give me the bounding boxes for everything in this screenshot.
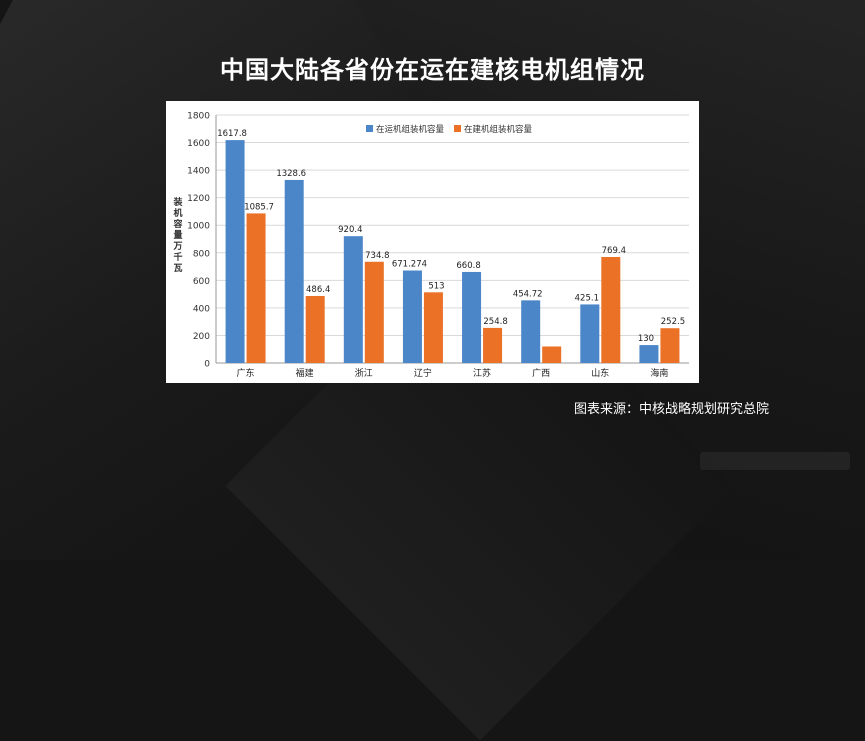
watermark	[700, 452, 850, 470]
chart-card: 0 200 400 600 800 1000 1200 1400 1600 1800 装机容量万千瓦…	[166, 101, 699, 383]
data-label: 254.8	[483, 317, 507, 327]
data-label: 769.4	[602, 246, 626, 256]
legend-label: 在建机组装机容量	[464, 124, 533, 135]
x-tick-label: 江苏	[473, 367, 491, 379]
data-label: 513	[428, 281, 444, 291]
x-tick-label: 辽宁	[414, 367, 432, 379]
x-tick-label: 福建	[296, 367, 314, 379]
bar-operating	[225, 140, 245, 363]
legend-swatch-construction	[454, 125, 461, 132]
bar-operating	[343, 236, 363, 363]
legend-label: 在运机组装机容量	[376, 124, 445, 135]
legend-swatch-operating	[366, 125, 373, 132]
data-label: 486.4	[306, 285, 330, 295]
y-tick-label: 400	[193, 304, 210, 314]
bar-construction	[483, 327, 503, 363]
bar-operating	[580, 304, 600, 363]
y-axis-label-char: 容	[172, 218, 182, 230]
bar-construction	[364, 261, 384, 363]
bar-operating	[402, 270, 422, 363]
data-label: 252.5	[661, 317, 685, 327]
y-tick-label: 600	[193, 277, 210, 287]
bar-chart: 0 200 400 600 800 1000 1200 1400 1600 1800 装机容量万千瓦…	[172, 112, 689, 379]
x-tick-label: 广西	[532, 367, 550, 379]
bar-construction	[542, 346, 562, 363]
data-label: 425.1	[575, 293, 599, 303]
y-tick-label: 0	[204, 360, 210, 370]
data-label: 130	[638, 334, 654, 344]
source-note: 图表来源：中核战略规划研究总院	[574, 402, 770, 417]
bar-construction	[601, 256, 621, 363]
page-title: 中国大陆各省份在运在建核电机组情况	[220, 56, 645, 84]
x-tick-label: 山东	[591, 367, 609, 379]
data-label: 920.4	[338, 225, 362, 235]
y-tick-label: 800	[193, 249, 210, 259]
y-tick-label: 1800	[187, 112, 210, 122]
y-tick-label: 1200	[187, 194, 210, 204]
bar-construction	[423, 292, 443, 363]
data-label: 660.8	[456, 261, 480, 271]
data-label: 1085.7	[244, 202, 274, 212]
data-label: 734.8	[365, 251, 389, 261]
x-tick-label: 广东	[237, 367, 255, 379]
y-tick-label: 200	[193, 332, 210, 342]
x-tick-label: 海南	[650, 367, 668, 379]
y-tick-label: 1000	[187, 222, 210, 232]
y-axis-label-char: 装	[172, 196, 183, 208]
y-axis-label-char: 量	[173, 229, 182, 241]
bar-construction	[246, 213, 266, 363]
data-label: 1328.6	[276, 169, 306, 179]
y-axis-label-char: 千	[173, 251, 182, 263]
y-tick-label: 1400	[187, 167, 210, 177]
y-tick-label: 1600	[187, 139, 210, 149]
x-tick-label: 浙江	[355, 367, 373, 379]
bar-operating	[639, 345, 659, 363]
bar-construction	[305, 295, 325, 363]
y-axis-label-char: 瓦	[173, 263, 182, 274]
bar-construction	[660, 328, 680, 363]
data-label: 454.72	[513, 289, 543, 299]
data-label: 671.274	[392, 260, 427, 270]
data-label: 1617.8	[217, 129, 247, 139]
y-axis-label-char: 万	[172, 241, 182, 252]
bar-operating	[462, 271, 482, 363]
bar-operating	[521, 300, 541, 363]
y-axis-label-char: 机	[173, 207, 182, 219]
bar-operating	[284, 179, 304, 363]
